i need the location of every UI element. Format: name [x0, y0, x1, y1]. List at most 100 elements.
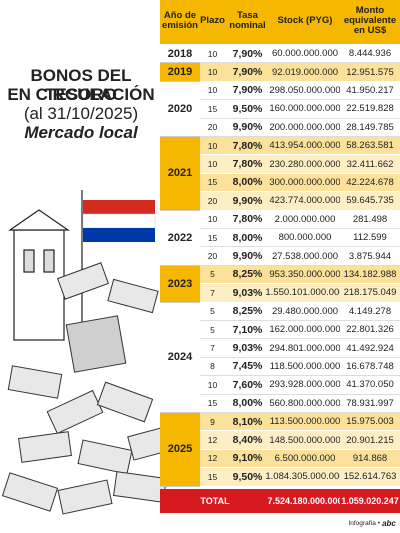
roof [8, 209, 70, 231]
table-cell: 9,03% [225, 284, 270, 303]
table-cell: 92.019.000.000 [270, 63, 340, 82]
total-label: TOTAL [160, 488, 270, 513]
table-cell: 230.280.000.000 [269, 155, 341, 174]
flag-white [82, 213, 156, 229]
table-cell: 28.149.785 [340, 118, 400, 137]
table-cell: 20.901.215 [340, 431, 400, 450]
table-cell: 10 [200, 63, 225, 82]
table-cell: 293.928.000.000 [269, 376, 341, 395]
year-cell: 2018 [160, 45, 200, 64]
table-cell: 9,90% [225, 118, 270, 137]
table-cell: 7,90% [225, 63, 270, 82]
table-cell: 8,10% [225, 413, 270, 432]
year-cell: 2025 [160, 413, 200, 487]
table-cell: 300.000.000.000 [269, 173, 341, 193]
bill [107, 278, 159, 314]
bill [57, 479, 113, 515]
total-monto: 1.059.020.247 [340, 488, 400, 513]
table-cell: 9,50% [225, 468, 270, 487]
table-cell: 7,90% [225, 45, 270, 64]
table-cell: 10 [200, 81, 225, 101]
table-cell: 42.224.678 [340, 173, 400, 193]
total-stock: 7.524.180.000.000 [267, 488, 343, 513]
table-cell: 134.182.988 [340, 265, 400, 285]
table-cell: 41.950.217 [340, 81, 400, 101]
table-cell: 10 [200, 45, 225, 64]
title-line: (al 31/10/2025) [23, 104, 139, 123]
table-cell: 10 [200, 376, 225, 395]
table-cell: 118.500.000.000 [270, 357, 340, 377]
table-cell: 914.868 [340, 449, 400, 469]
table-cell: 9,90% [225, 247, 270, 266]
table-cell: 41.370.050 [340, 376, 400, 395]
table-cell: 4.149.278 [340, 302, 400, 321]
bill [46, 389, 104, 435]
table-cell: 7,60% [225, 376, 270, 395]
illustration [1, 190, 183, 515]
year-cell: 2019 [160, 63, 200, 82]
flag-blue [83, 228, 155, 242]
window [43, 249, 55, 273]
bill [18, 431, 72, 463]
table-cell: 953.350.000.000 [269, 265, 341, 285]
table-cell: 9 [200, 413, 225, 432]
table-cell: 10 [200, 210, 225, 229]
bill [113, 471, 167, 503]
table-cell: 9,90% [225, 192, 270, 211]
table-cell: 16.678.748 [340, 357, 400, 377]
table-cell: 59.645.735 [340, 192, 400, 211]
year-cell: 2024 [160, 302, 200, 413]
building [13, 229, 65, 341]
table-cell: 160.000.000.000 [269, 100, 341, 119]
table-cell: 148.500.000.000 [269, 431, 341, 450]
table-cell: 7,80% [225, 210, 270, 229]
title-line: BONOS DEL TESORO [30, 66, 132, 104]
credit: Infografía • [348, 519, 380, 527]
column-header: Plazo [200, 0, 225, 44]
table-cell: 7,10% [225, 321, 270, 340]
bill [7, 365, 63, 399]
table-cell: 15.975.003 [340, 413, 400, 432]
table-cell: 8,00% [225, 173, 270, 193]
table-cell: 1.550.101.000.000 [265, 284, 345, 303]
table-cell: 60.000.000.000 [270, 45, 340, 64]
year-cell: 2023 [160, 265, 200, 303]
table-cell: 281.498 [340, 210, 400, 229]
character [65, 315, 127, 373]
table-cell: 7,90% [225, 81, 270, 101]
table-cell: 78.931.997 [340, 394, 400, 413]
table-cell: 413.954.000.000 [269, 137, 341, 156]
bill [56, 262, 110, 300]
table-cell: 9,03% [225, 339, 270, 358]
table-cell: 8,00% [225, 394, 270, 413]
table-cell: 8,25% [225, 302, 270, 321]
table-cell: 113.500.000.000 [270, 413, 340, 432]
table-cell: 200.000.000.000 [269, 118, 341, 137]
table-cell: 560.800.000.000 [269, 394, 341, 413]
table-cell: 29.480.000.000 [270, 302, 340, 321]
column-header: Tasa nominal [225, 0, 270, 44]
table-cell: 8,40% [225, 431, 270, 450]
table-cell: 800.000.000 [270, 229, 340, 248]
column-header: Stock (PYG) [270, 0, 340, 44]
year-cell: 2021 [160, 137, 200, 211]
table-cell: 7,80% [225, 155, 270, 174]
table-cell: 22.519.828 [340, 100, 400, 119]
table-cell: 8,00% [225, 229, 270, 248]
table-cell: 5 [200, 321, 225, 340]
table-cell: 7 [200, 339, 225, 358]
table-cell: 20 [200, 192, 225, 211]
table-cell: 1.084.305.000.000 [265, 468, 345, 487]
table-cell: 8,25% [225, 265, 270, 285]
table-cell: 162.000.000.000 [269, 321, 341, 340]
table-cell: 5 [200, 265, 225, 285]
table-cell: 7,80% [225, 137, 270, 156]
subtitle: Mercado local [24, 123, 138, 142]
table-cell: 10 [200, 137, 225, 156]
table-cell: 5 [200, 302, 225, 321]
table-cell: 8.444.936 [340, 45, 400, 64]
table-cell: 6.500.000.000 [270, 449, 340, 469]
table-cell: 8 [200, 357, 225, 377]
table-cell: 9,10% [225, 449, 270, 469]
